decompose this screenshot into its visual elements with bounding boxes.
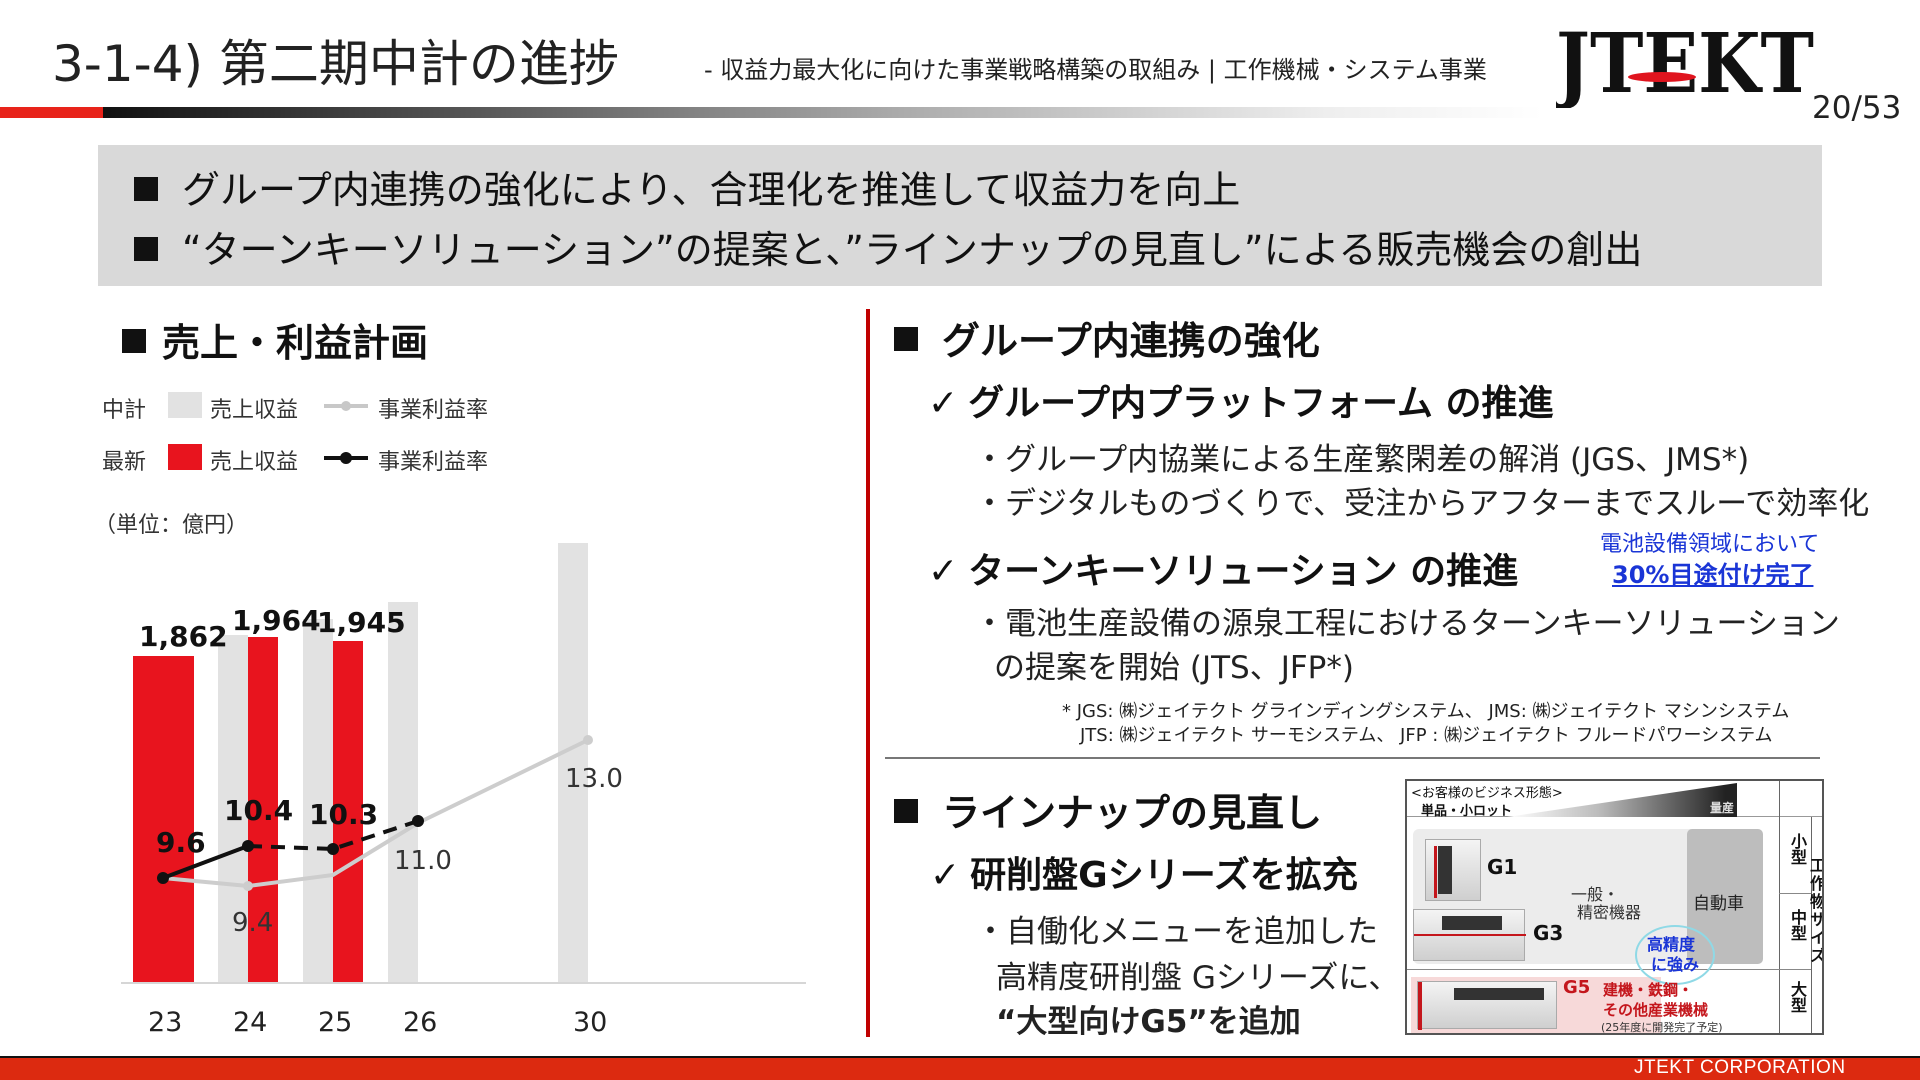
battery-note-line1: 電池設備領域において bbox=[1600, 532, 1820, 557]
bar-label-23: 1,862 bbox=[139, 620, 228, 653]
chart-section-heading: 売上・利益計画 bbox=[122, 312, 428, 367]
page-title: 3-1-4) 第二期中計の進捗 bbox=[52, 35, 619, 93]
square-bullet-icon bbox=[894, 799, 918, 823]
check-icon: ✓ bbox=[928, 551, 959, 592]
legend-latest-label: 最新 bbox=[102, 450, 147, 475]
g3-label: G3 bbox=[1533, 921, 1564, 945]
footnote-line1: * JGS: ㈱ジェイテクト グラインディングシステム、 JMS: ㈱ジェイテク… bbox=[1062, 701, 1790, 722]
page-number: 20/53 bbox=[1812, 90, 1902, 126]
size-mid-label: 中型 bbox=[1788, 909, 1807, 941]
platform-bullet-1: ・グループ内協業による生産繁閑差の解消 (JGS、JMS*) bbox=[974, 442, 1750, 478]
check-icon: ✓ bbox=[928, 383, 959, 424]
g1-machine-image bbox=[1425, 839, 1481, 901]
business-form-header: <お客様のビジネス形態> 単品・小ロット 量産 bbox=[1407, 781, 1822, 819]
small-lot-label: 単品・小ロット bbox=[1421, 804, 1513, 819]
automotive-label: 自動車 bbox=[1693, 894, 1744, 914]
legend-plan-margin-line-icon bbox=[324, 401, 368, 411]
section-divider bbox=[885, 757, 1820, 759]
x-tick-30: 30 bbox=[573, 1007, 608, 1038]
platform-bullet-2: ・デジタルものづくりで、受注からアフターまでスルーで効率化 bbox=[974, 486, 1870, 522]
lineup-matrix-figure: <お客様のビジネス形態> 単品・小ロット 量産 G1 G3 一般・ 精密機器 自… bbox=[1405, 779, 1824, 1035]
square-bullet-icon bbox=[134, 237, 158, 261]
footnote-line2: JTS: ㈱ジェイテクト サーモシステム、 JFP : ㈱ジェイテクト フルード… bbox=[1080, 725, 1773, 746]
size-large-label: 大型 bbox=[1788, 981, 1807, 1013]
column-divider bbox=[866, 309, 870, 1037]
turnkey-item-title: ✓ ターンキーソリューション の推進 bbox=[928, 551, 1519, 592]
turnkey-bullet-line2: の提案を開始 (JTS、JFP*) bbox=[994, 650, 1354, 686]
margin-label-25: 10.3 bbox=[309, 798, 379, 831]
x-tick-23: 23 bbox=[148, 1007, 183, 1038]
plan-margin-label-24: 9.4 bbox=[232, 908, 274, 938]
general-label: 一般・ bbox=[1571, 885, 1620, 904]
g-series-item-title: ✓ 研削盤Gシリーズを拡充 bbox=[930, 855, 1358, 896]
g3-machine-image bbox=[1413, 909, 1526, 961]
bar-plan-26 bbox=[388, 602, 418, 983]
size-small-label: 小型 bbox=[1788, 833, 1807, 865]
business-form-label: <お客様のビジネス形態> bbox=[1411, 786, 1563, 801]
margin-label-24: 10.4 bbox=[224, 794, 294, 827]
legend-latest-revenue-label: 売上収益 bbox=[210, 450, 299, 475]
g5-schedule-note: (25年度に開発完了予定) bbox=[1601, 1021, 1723, 1034]
unit-label: （単位：億円） bbox=[94, 513, 249, 538]
bar-latest-23 bbox=[133, 656, 194, 983]
x-tick-24: 24 bbox=[233, 1007, 268, 1038]
g1-label: G1 bbox=[1487, 855, 1518, 879]
legend-plan-margin-label: 事業利益率 bbox=[378, 398, 489, 423]
g-series-body-line1: ・自働化メニューを追加した bbox=[975, 914, 1378, 950]
plan-margin-label-30: 13.0 bbox=[565, 764, 623, 794]
strength-label-2: に強み bbox=[1651, 955, 1700, 974]
g-series-body-line2: 高精度研削盤 Gシリーズに、 bbox=[996, 960, 1400, 996]
g5-machine-image bbox=[1417, 981, 1557, 1030]
summary-line-2: “ターンキーソリューション”の提案と、”ラインナップの見直し”による販売機会の創… bbox=[134, 219, 1642, 274]
footer-company: JTEKT CORPORATION bbox=[1634, 1057, 1846, 1078]
bar-label-24: 1,964 bbox=[232, 604, 321, 637]
legend-plan-revenue-swatch bbox=[168, 392, 202, 418]
strength-highlight-ellipse bbox=[1635, 925, 1715, 985]
jtekt-logo: JTEKT bbox=[1556, 22, 1814, 108]
legend-plan-revenue-label: 売上収益 bbox=[210, 398, 299, 423]
square-bullet-icon bbox=[122, 329, 146, 353]
strength-label-1: 高精度 bbox=[1647, 935, 1696, 954]
plan-margin-label-26: 11.0 bbox=[394, 846, 452, 876]
header-accent-bar bbox=[0, 107, 103, 118]
square-bullet-icon bbox=[894, 327, 918, 351]
g5-target-line1: 建機・鉄鋼・ bbox=[1603, 981, 1694, 999]
group-collab-heading: グループ内連携の強化 bbox=[894, 310, 1320, 365]
battery-note-line2: 30%目途付け完了 bbox=[1612, 561, 1814, 589]
g5-target-line2: その他産業機械 bbox=[1603, 1001, 1709, 1019]
precision-label: 精密機器 bbox=[1577, 903, 1642, 922]
legend-latest-margin-label: 事業利益率 bbox=[378, 450, 489, 475]
bar-label-25: 1,945 bbox=[317, 606, 406, 639]
svg-text:JTEKT: JTEKT bbox=[1556, 22, 1814, 108]
square-bullet-icon bbox=[134, 177, 158, 201]
workpiece-size-axis-label: 工作物サイズ bbox=[1807, 857, 1824, 965]
legend-plan-label: 中計 bbox=[102, 398, 147, 423]
summary-banner: グループ内連携の強化により、合理化を推進して収益力を向上 “ターンキーソリューシ… bbox=[98, 145, 1822, 286]
footer-bar bbox=[0, 1056, 1920, 1080]
turnkey-bullet-line1: ・電池生産設備の源泉工程におけるターンキーソリューション bbox=[974, 606, 1840, 642]
mass-production-label: 量産 bbox=[1710, 801, 1735, 815]
platform-item-title: ✓ グループ内プラットフォーム の推進 bbox=[928, 383, 1554, 424]
bar-plan-30 bbox=[558, 543, 588, 983]
x-tick-26: 26 bbox=[403, 1007, 438, 1038]
legend-latest-margin-line-icon bbox=[324, 452, 368, 464]
check-icon: ✓ bbox=[930, 855, 961, 896]
lineup-heading: ラインナップの見直し bbox=[894, 782, 1322, 837]
legend-latest-revenue-swatch bbox=[168, 444, 202, 470]
page-subtitle: - 収益力最大化に向けた事業戦略構築の取組み | 工作機械・システム事業 bbox=[704, 56, 1487, 84]
header-gradient-bar bbox=[103, 107, 1543, 118]
x-tick-25: 25 bbox=[318, 1007, 353, 1038]
summary-line-1: グループ内連携の強化により、合理化を推進して収益力を向上 bbox=[134, 159, 1240, 214]
g5-label: G5 bbox=[1563, 977, 1591, 998]
margin-label-23: 9.6 bbox=[156, 826, 206, 859]
g-series-body-line3: “大型向けG5”を追加 bbox=[996, 1004, 1301, 1040]
